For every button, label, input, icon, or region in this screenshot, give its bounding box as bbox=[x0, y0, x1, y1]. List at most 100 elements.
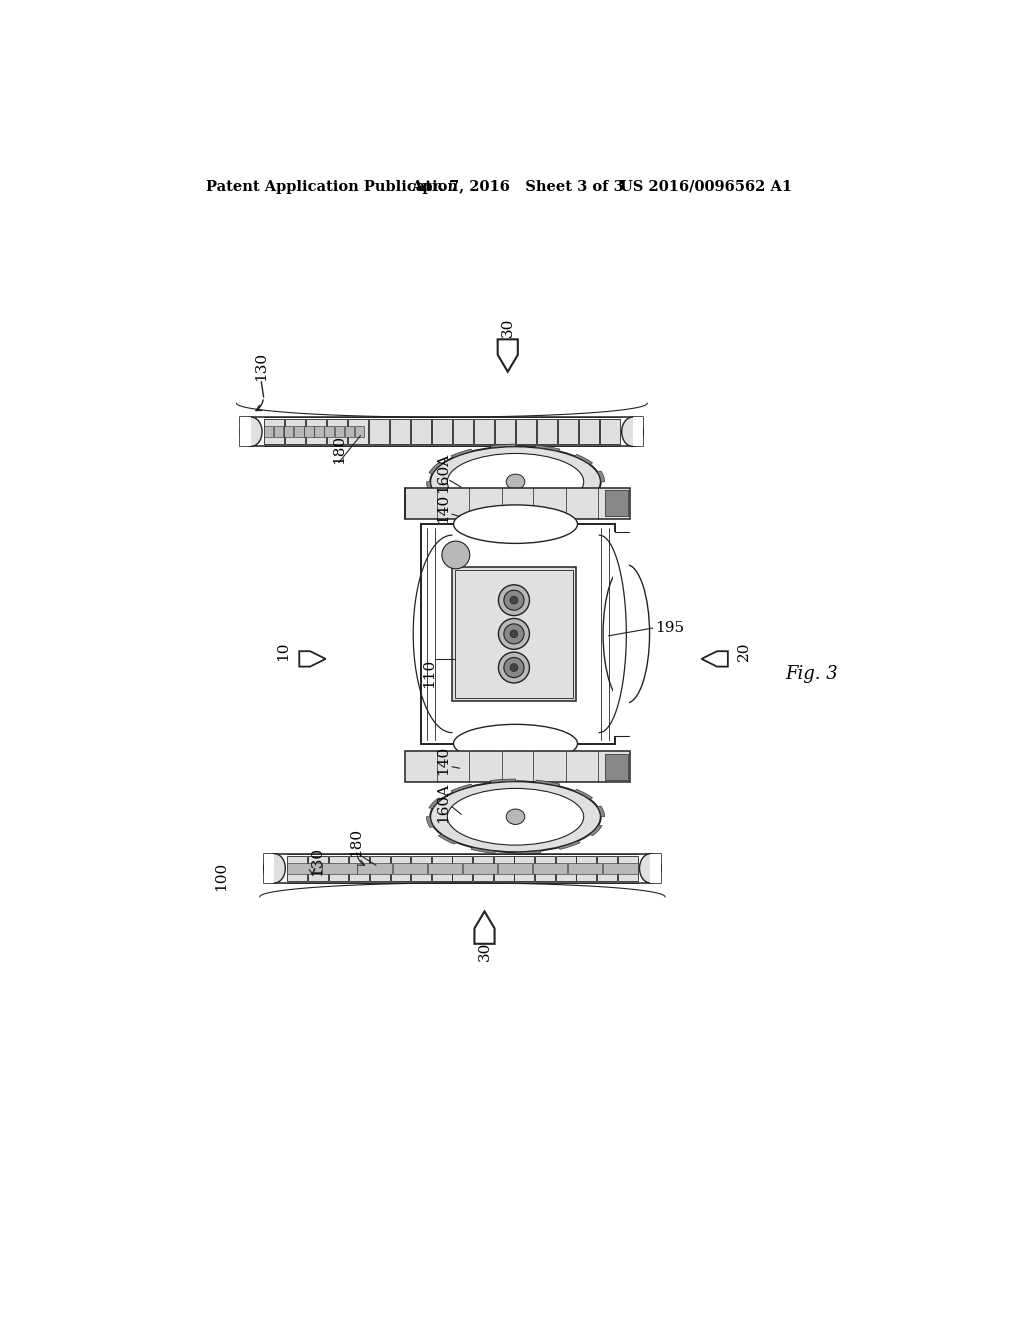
Text: Apr. 7, 2016   Sheet 3 of 3: Apr. 7, 2016 Sheet 3 of 3 bbox=[411, 180, 624, 194]
Bar bbox=[274, 426, 284, 437]
Bar bbox=[264, 420, 285, 444]
Bar bbox=[579, 420, 599, 444]
Bar bbox=[323, 863, 356, 874]
Bar bbox=[406, 488, 630, 519]
Ellipse shape bbox=[454, 725, 578, 763]
Ellipse shape bbox=[504, 624, 524, 644]
Polygon shape bbox=[701, 651, 728, 667]
Polygon shape bbox=[590, 490, 602, 500]
Bar bbox=[516, 420, 536, 444]
Bar bbox=[453, 857, 472, 880]
Polygon shape bbox=[490, 444, 515, 447]
Bar bbox=[432, 420, 452, 444]
Text: 140: 140 bbox=[435, 746, 450, 775]
Text: 160A: 160A bbox=[435, 453, 450, 492]
Bar bbox=[494, 857, 514, 880]
Bar bbox=[536, 857, 555, 880]
Text: 20: 20 bbox=[737, 642, 752, 661]
Ellipse shape bbox=[510, 664, 518, 672]
Polygon shape bbox=[451, 449, 473, 458]
Bar bbox=[314, 426, 324, 437]
Text: 10: 10 bbox=[276, 642, 290, 661]
Bar bbox=[390, 420, 410, 444]
Polygon shape bbox=[536, 445, 560, 451]
Polygon shape bbox=[426, 817, 434, 828]
Bar bbox=[357, 863, 392, 874]
Bar bbox=[605, 754, 628, 780]
Text: 180: 180 bbox=[332, 434, 346, 465]
Polygon shape bbox=[299, 651, 326, 667]
Bar bbox=[390, 857, 411, 880]
Bar bbox=[406, 751, 630, 781]
Bar bbox=[369, 420, 389, 444]
Bar bbox=[495, 420, 515, 444]
Ellipse shape bbox=[447, 454, 584, 510]
Ellipse shape bbox=[442, 541, 470, 569]
Bar bbox=[304, 426, 313, 437]
Polygon shape bbox=[451, 784, 473, 792]
Bar bbox=[285, 426, 294, 437]
Text: 140: 140 bbox=[435, 494, 450, 523]
Polygon shape bbox=[515, 850, 541, 854]
Bar bbox=[327, 420, 347, 444]
Bar bbox=[603, 863, 638, 874]
Bar bbox=[650, 854, 662, 883]
Bar bbox=[308, 857, 328, 880]
Bar bbox=[412, 857, 431, 880]
Bar bbox=[558, 420, 578, 444]
Ellipse shape bbox=[506, 474, 524, 490]
Text: 30: 30 bbox=[501, 318, 515, 338]
Bar bbox=[473, 857, 493, 880]
Ellipse shape bbox=[241, 417, 262, 446]
Ellipse shape bbox=[504, 590, 524, 610]
Text: Patent Application Publication: Patent Application Publication bbox=[206, 180, 458, 194]
Text: 195: 195 bbox=[655, 622, 684, 635]
Bar bbox=[432, 857, 452, 880]
Bar bbox=[349, 857, 369, 880]
Ellipse shape bbox=[430, 446, 601, 517]
Bar bbox=[354, 426, 364, 437]
Bar bbox=[498, 863, 532, 874]
Polygon shape bbox=[471, 512, 496, 519]
Bar bbox=[633, 417, 643, 446]
Text: 130: 130 bbox=[310, 847, 325, 876]
Text: 100: 100 bbox=[214, 862, 228, 891]
Ellipse shape bbox=[510, 597, 518, 605]
Ellipse shape bbox=[622, 417, 643, 446]
Bar bbox=[452, 566, 575, 701]
Bar bbox=[288, 857, 307, 880]
Bar bbox=[294, 426, 303, 437]
Polygon shape bbox=[597, 471, 604, 482]
Text: 110: 110 bbox=[422, 659, 435, 688]
Bar bbox=[421, 524, 614, 743]
Ellipse shape bbox=[454, 506, 578, 544]
Bar bbox=[455, 570, 572, 698]
Ellipse shape bbox=[263, 854, 286, 883]
Bar bbox=[605, 490, 628, 516]
Bar bbox=[329, 857, 348, 880]
Polygon shape bbox=[429, 463, 441, 474]
Text: 130: 130 bbox=[254, 351, 268, 381]
Bar bbox=[514, 857, 535, 880]
Bar bbox=[263, 854, 274, 883]
Bar bbox=[263, 854, 662, 883]
Ellipse shape bbox=[430, 781, 601, 853]
Ellipse shape bbox=[499, 585, 529, 615]
Polygon shape bbox=[490, 779, 515, 783]
Bar bbox=[537, 420, 557, 444]
Bar bbox=[288, 863, 322, 874]
Bar bbox=[285, 420, 305, 444]
Bar bbox=[463, 863, 497, 874]
Ellipse shape bbox=[640, 854, 662, 883]
Bar bbox=[241, 417, 643, 446]
Bar bbox=[568, 863, 602, 874]
Ellipse shape bbox=[510, 630, 518, 638]
Bar bbox=[617, 857, 638, 880]
Bar bbox=[556, 857, 575, 880]
Polygon shape bbox=[471, 847, 496, 854]
Ellipse shape bbox=[506, 809, 524, 825]
Ellipse shape bbox=[504, 657, 524, 677]
Polygon shape bbox=[515, 516, 541, 520]
Bar bbox=[241, 417, 251, 446]
Bar bbox=[335, 426, 344, 437]
